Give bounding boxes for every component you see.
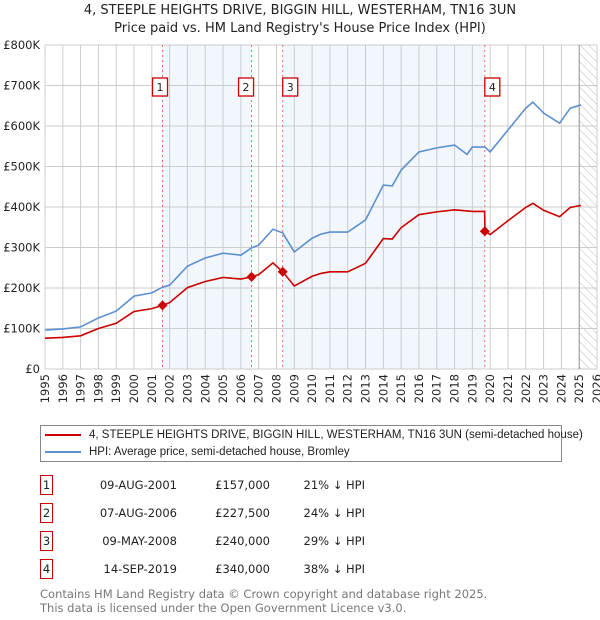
y-tick-label: £500K [3,160,40,174]
sale-date: 07-AUG-2006 [99,506,177,520]
price-chart: 1995 1996 1997 1998 1999 2000 2001 2002 2003 2004… [3,38,600,403]
x-tick-label: 2012 [341,374,355,403]
sale-label: 2 [243,81,250,94]
x-tick-label: 2017 [430,374,444,403]
sale-label: 3 [287,81,294,94]
sale-price: £340,000 [215,562,270,576]
x-tick-label: 2016 [412,374,426,403]
legend-item-hpi: HPI: Average price, semi-detached house,… [45,444,350,460]
x-tick-label: 2000 [127,374,141,403]
x-tick-label: 1997 [74,374,88,403]
footer: Contains HM Land Registry data © Crown c… [40,587,487,615]
sale-label-box [484,77,501,97]
chart-title: 4, STEEPLE HEIGHTS DRIVE, BIGGIN HILL, W… [83,3,517,18]
x-tick-label: 2007 [252,374,266,403]
sale-point [157,300,168,311]
sale-date: 09-AUG-2001 [99,478,177,492]
y-tick-label: £200K [3,281,40,295]
x-tick-label: 2005 [216,374,230,403]
x-tick-label: 2022 [519,374,533,403]
x-tick-label: 2003 [180,374,194,403]
x-tick-label: 2004 [198,374,212,403]
sale-price: £157,000 [215,478,270,492]
x-tick-label: 2009 [287,374,301,403]
hpi-line [44,101,582,331]
sale-date: 14-SEP-2019 [103,562,177,576]
red-line-swatch [45,434,81,436]
x-tick-label: 2023 [537,374,551,403]
x-tick-label: 2013 [359,374,373,403]
x-tick-label: 2011 [323,374,337,403]
legend-label-hpi: HPI: Average price, semi-detached house,… [89,446,350,458]
y-tick-label: £0 [25,362,40,376]
x-tick-label: 2020 [483,374,497,403]
sale-point [479,226,490,237]
y-tick-label: £400K [3,200,40,214]
x-tick-label: 2002 [163,374,177,403]
legend-item-price: 4, STEEPLE HEIGHTS DRIVE, BIGGIN HILL, W… [45,427,583,443]
sale-date: 09-MAY-2008 [102,534,177,548]
sale-point [277,266,288,277]
x-tick-label: 2006 [234,374,248,403]
x-tick-label: 1999 [109,374,123,403]
sale-marker-badge: 2 [40,503,53,523]
y-tick-label: £800K [3,38,40,52]
x-tick-label: 2026 [590,374,600,403]
footer-copyright: Contains HM Land Registry data © Crown c… [40,587,488,601]
sale-hpi-diff: 21% ↓ HPI [303,478,365,492]
legend: 4, STEEPLE HEIGHTS DRIVE, BIGGIN HILL, W… [40,425,583,462]
x-tick-label: 1995 [38,374,52,403]
x-tick-label: 1998 [91,374,105,403]
y-tick-label: £700K [3,79,40,93]
y-tick-label: £100K [3,322,40,336]
sale-label: 4 [489,81,496,94]
sale-label-box [282,77,299,97]
blue-line-swatch [45,451,81,453]
sale-marker-badge: 4 [40,559,53,579]
sale-point [246,271,257,282]
x-tick-label: 2024 [554,374,568,403]
footer-licence: This data is licensed under the Open Gov… [40,601,407,615]
x-tick-label: 2018 [448,374,462,403]
x-tick-label: 2025 [572,374,586,403]
price-paid-line [44,202,582,340]
x-tick-label: 2021 [501,374,515,403]
sale-label: 1 [157,81,164,94]
sale-price: £240,000 [215,534,270,548]
x-tick-label: 2001 [145,374,159,403]
x-tick-label: 2010 [305,374,319,403]
sale-marker-badge: 3 [40,531,53,551]
x-tick-label: 2014 [376,374,390,403]
sale-price: £227,500 [215,506,270,520]
legend-label-price: 4, STEEPLE HEIGHTS DRIVE, BIGGIN HILL, W… [89,429,583,441]
chart-subtitle: Price paid vs. HM Land Registry's House … [114,21,486,36]
sale-label-box [151,77,169,97]
y-tick-label: £300K [3,241,40,255]
x-tick-label: 2008 [269,374,283,403]
sale-label-box [237,77,255,97]
y-tick-label: £600K [3,119,40,133]
sale-hpi-diff: 38% ↓ HPI [303,562,365,576]
sale-hpi-diff: 24% ↓ HPI [303,506,365,520]
x-tick-label: 1996 [56,374,70,403]
x-tick-label: 2015 [394,374,408,403]
sale-marker-badge: 1 [40,475,53,495]
sale-hpi-diff: 29% ↓ HPI [303,534,365,548]
x-tick-label: 2019 [465,374,479,403]
